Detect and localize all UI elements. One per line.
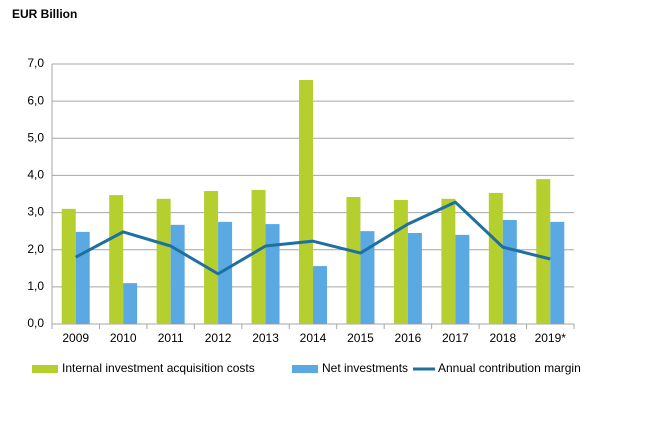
x-tick-label: 2012 xyxy=(205,331,232,345)
bar xyxy=(156,198,171,324)
bar xyxy=(75,231,90,324)
y-tick-label: 3,0 xyxy=(27,205,44,219)
x-tick-label: 2009 xyxy=(62,331,89,345)
bar xyxy=(123,283,138,324)
bar xyxy=(204,191,219,324)
x-tick-label: 2019* xyxy=(535,331,567,345)
x-tick-label: 2018 xyxy=(489,331,516,345)
y-tick-label: 0,0 xyxy=(27,316,44,330)
bar xyxy=(313,266,327,324)
legend-label: Net investments xyxy=(322,361,408,375)
bar xyxy=(346,196,361,324)
bar xyxy=(536,179,551,324)
legend-label: Annual contribution margin xyxy=(438,361,581,375)
x-tick-label: 2014 xyxy=(300,331,327,345)
bar xyxy=(265,224,280,324)
legend-swatch xyxy=(32,365,58,373)
bar xyxy=(170,224,185,324)
bar xyxy=(393,199,408,324)
bar xyxy=(109,195,124,324)
y-tick-label: 5,0 xyxy=(27,130,44,144)
x-tick-label: 2017 xyxy=(442,331,469,345)
y-tick-label: 6,0 xyxy=(27,93,44,107)
bar xyxy=(455,234,470,324)
x-tick-label: 2013 xyxy=(252,331,279,345)
legend-label: Internal investment acquisition costs xyxy=(62,361,255,375)
bar xyxy=(360,231,375,324)
bar xyxy=(550,221,565,324)
x-tick-label: 2010 xyxy=(110,331,137,345)
y-tick-label: 7,0 xyxy=(27,56,44,70)
x-tick-label: 2015 xyxy=(347,331,374,345)
x-tick-label: 2016 xyxy=(395,331,422,345)
chart-title: EUR Billion xyxy=(12,7,77,21)
bar xyxy=(407,233,422,324)
line xyxy=(75,200,551,276)
bar xyxy=(299,79,313,324)
bar xyxy=(251,189,266,324)
bar xyxy=(218,221,233,324)
y-tick-label: 1,0 xyxy=(27,279,44,293)
bar xyxy=(441,198,456,324)
bar xyxy=(61,208,76,324)
legend-swatch xyxy=(292,365,318,373)
y-tick-label: 4,0 xyxy=(27,168,44,182)
y-tick-label: 2,0 xyxy=(27,242,44,256)
x-tick-label: 2011 xyxy=(158,331,184,345)
bar xyxy=(488,192,503,324)
bar xyxy=(502,220,517,324)
